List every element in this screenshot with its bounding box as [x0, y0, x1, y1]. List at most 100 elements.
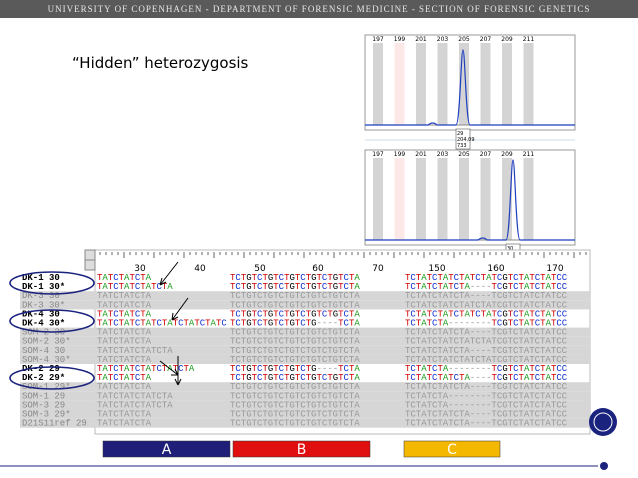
row-name: DK-2 29: [22, 364, 60, 374]
sequence: TCTATCTATCTA----TCGTCTATCTATCC: [405, 291, 568, 301]
ellipse: [9, 366, 95, 390]
sequence: TATCTATCTA: [97, 300, 152, 310]
sequence: TCTATCTATCTATCTATCGTCTATCTATCC: [405, 300, 568, 310]
tick-label: 207: [480, 151, 492, 158]
row-name: SOM-4 30: [22, 346, 65, 356]
row-shade: [20, 391, 590, 401]
bin: [394, 43, 405, 125]
footer-dot: [600, 462, 608, 470]
sequence: TCTGTCTGTCTGTCTGTCTGTCTA: [230, 282, 360, 292]
logo-inner: [593, 412, 613, 432]
scroll-down[interactable]: [84, 259, 96, 271]
row-shade: [20, 409, 590, 419]
tick-label: 197: [372, 151, 384, 158]
bin: [523, 43, 534, 125]
sequence: TCTGTCTGTCTGTCTGTCTGTCTA: [230, 337, 360, 347]
sequence: TCTATCTATCTA----TCGTCTATCTATCC: [405, 410, 568, 420]
sequence: TCTATCTATCTA----TCGTCTATCTATCC: [405, 282, 568, 292]
bin: [416, 158, 426, 240]
row-shade: [20, 382, 590, 392]
sequence: TCTGTCTGTCTGTCTGTCTGTCTA: [230, 300, 360, 310]
sequence: TATCTATCTATCTATCTATCTATC: [97, 319, 227, 329]
sequence: TCTGTCTGTCTGTCTGTCTGTCTA: [230, 273, 360, 283]
bin: [437, 158, 448, 240]
sequence: TCTATCTA--------TCGTCTATCTATCC: [405, 400, 568, 410]
row-name: SOM-2 30*: [22, 337, 71, 347]
row-shade: [20, 336, 590, 346]
tick-label: 201: [415, 151, 427, 158]
sequence: TATCTATCTA: [97, 373, 152, 383]
tick-label: 199: [394, 36, 406, 43]
tick-label: 211: [523, 151, 535, 158]
segment-box[interactable]: [403, 440, 501, 458]
header: UNIVERSITY OF COPENHAGEN - DEPARTMENT OF…: [48, 4, 591, 14]
segment-box[interactable]: [232, 440, 371, 458]
sequence: TCTGTCTGTCTGTCTGTCTGTCTA: [230, 400, 360, 410]
sequence: TATCTATCTA: [97, 382, 152, 392]
sequence: TATCTATCTA: [97, 410, 152, 420]
arrows: [159, 261, 189, 386]
tick-label: 209: [501, 151, 513, 158]
sequence: TCTATCTATCTA----TCGTCTATCTATCC: [405, 419, 568, 429]
sequence: TCTGTCTGTCTGTCTG----TCTA: [230, 364, 360, 374]
buttons: A B C: [102, 440, 501, 458]
row-name: SOM-1 29*: [22, 382, 71, 392]
sequence: TCTATCTATCTATCTATCGTCTATCTATCC: [405, 309, 568, 319]
row-shade: [20, 345, 590, 355]
row-name: D21S11ref 29: [22, 419, 87, 429]
row-name: SOM-2 30: [22, 328, 65, 338]
bin: [459, 43, 469, 125]
sequence: TCTGTCTGTCTGTCTGTCTGTCTA: [230, 328, 360, 338]
row-shade: [20, 291, 590, 301]
row-shade: [20, 354, 590, 364]
peak-label: 204,09: [457, 137, 475, 143]
arrow: [174, 356, 182, 386]
tick-label: 197: [372, 36, 384, 43]
title: “Hidden” heterozygosis: [72, 54, 249, 72]
sequence: TCTGTCTGTCTGTCTGTCTGTCTA: [230, 391, 360, 401]
row-name: DK-4 30*: [22, 319, 65, 329]
ruler-label: 70: [372, 264, 384, 274]
tick-label: 199: [394, 151, 406, 158]
ruler-label: 160: [487, 264, 504, 274]
peak: [365, 159, 575, 241]
sequence: TCTATCTATCTA----TCGTCTATCTATCC: [405, 346, 568, 356]
sequence: TCTGTCTGTCTGTCTGTCTGTCTA: [230, 346, 360, 356]
sequence: TATCTATCTA: [97, 309, 152, 319]
sequence: TATCTATCTA: [97, 273, 152, 283]
tick-label: 207: [480, 36, 492, 43]
ellipse: [9, 309, 95, 333]
row-highlights: [9, 271, 95, 390]
sequence: TCTGTCTGTCTGTCTG----TCTA: [230, 319, 360, 329]
tick-label: 205: [458, 36, 470, 43]
row-name: SOM-3 29*: [22, 410, 71, 420]
sequence: TCTATCTATCTA----TCGTCTATCTATCC: [405, 328, 568, 338]
sequence: TATCTATCTA: [97, 419, 152, 429]
bin: [416, 43, 426, 125]
ruler-label: 170: [546, 264, 563, 274]
row-name: DK-2 29*: [22, 373, 65, 383]
bin: [459, 158, 469, 240]
row-name: SOM-3 29: [22, 400, 65, 410]
bin: [502, 158, 512, 240]
bin: [394, 158, 405, 240]
sequence: TATCTATCTA: [97, 328, 152, 338]
tick-label: 203: [437, 151, 449, 158]
sequence: TATCTATCTATCTA: [97, 282, 173, 292]
header-bar: [0, 0, 638, 18]
sequence: TCTATCTATCTA----TCGTCTATCTATCC: [405, 373, 568, 383]
sequence: TATCTATCTA: [97, 355, 152, 365]
sequence: TCTGTCTGTCTGTCTGTCTGTCTA: [230, 419, 360, 429]
row-shade: [20, 400, 590, 410]
scroll-up[interactable]: [84, 249, 96, 261]
sequence: TCTGTCTGTCTGTCTGTCTGTCTA: [230, 373, 360, 383]
peak-label: 733: [457, 143, 467, 149]
segment-box[interactable]: [102, 440, 231, 458]
arrow: [159, 261, 179, 286]
logo: [589, 408, 617, 436]
ruler-label: 40: [194, 264, 206, 274]
bin: [373, 158, 383, 240]
